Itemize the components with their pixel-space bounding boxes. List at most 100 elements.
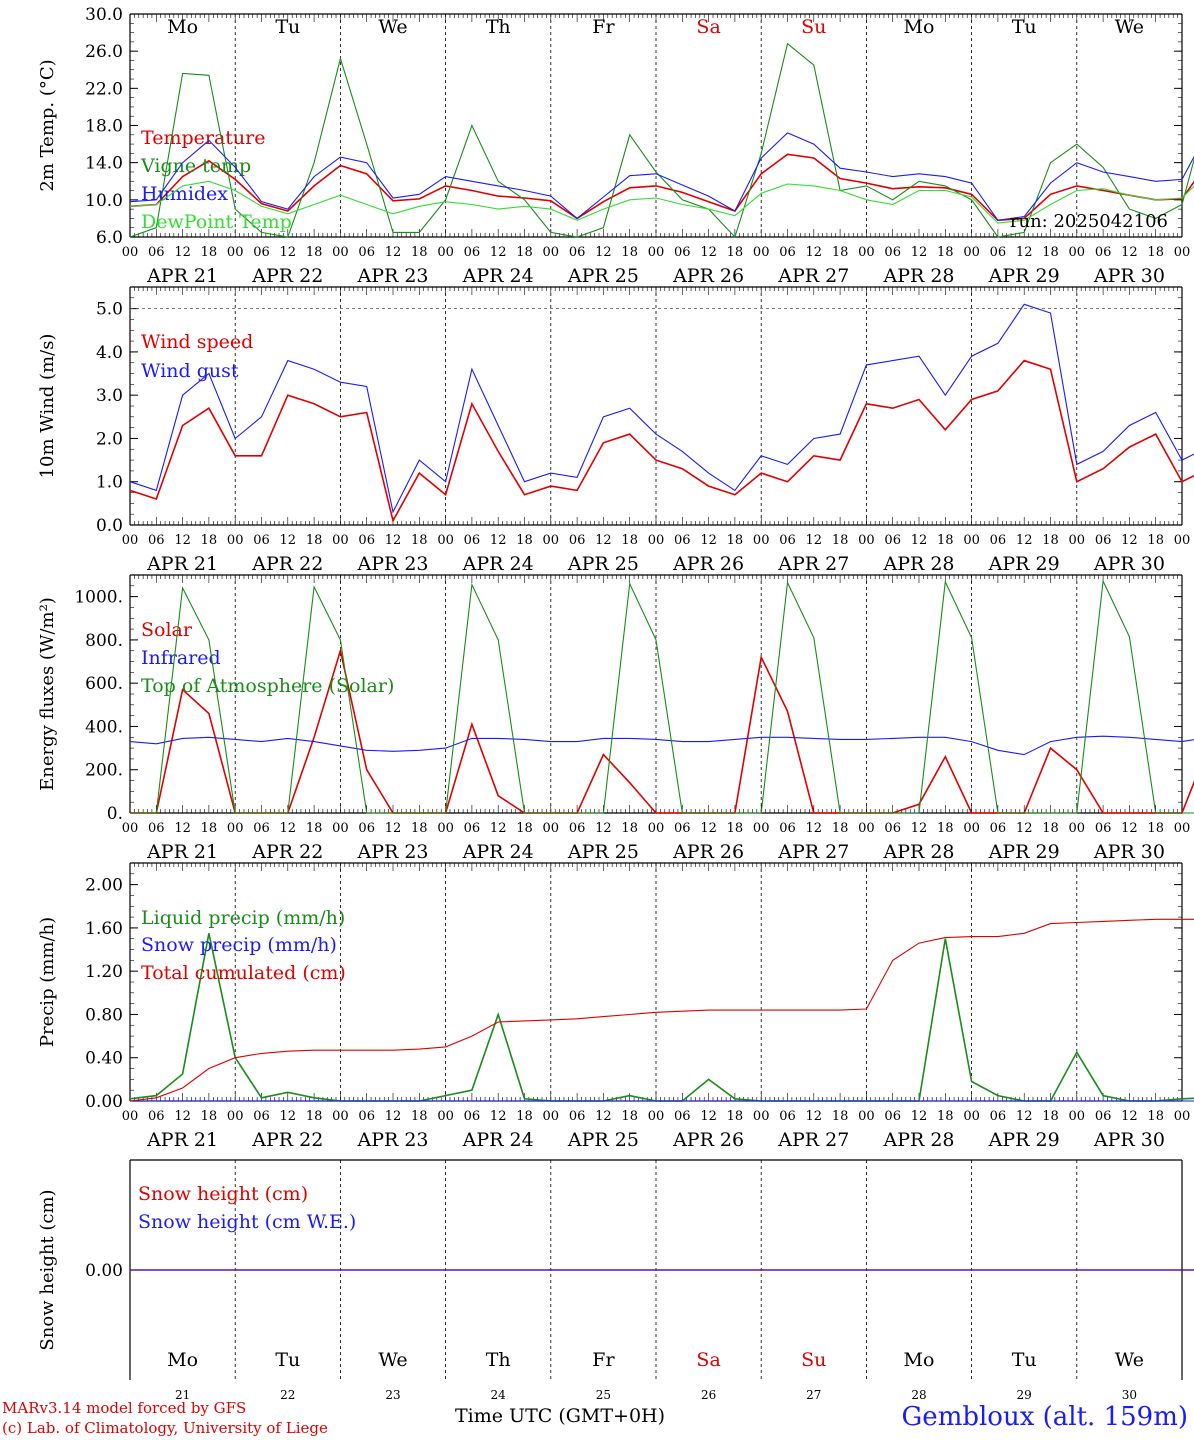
bottom-date-label: 30 (1122, 1388, 1137, 1402)
y-tick-label: 6.0 (96, 228, 123, 248)
hour-tick-label: 06 (674, 533, 691, 548)
hour-tick-label: 06 (884, 1109, 901, 1124)
hour-tick-label: 18 (621, 245, 638, 260)
hour-tick-label: 12 (700, 821, 717, 836)
panel-1: 00 06 12 18 APR 21 00 06 12 18 APR 22 00 06 12 18 APR … (37, 5, 1194, 287)
y-axis-label: Snow height (cm) (37, 1189, 58, 1350)
station-name: Gembloux (alt. 159m) (901, 1402, 1188, 1432)
hour-tick-label: 00 (1069, 533, 1086, 548)
hour-tick-label: 18 (411, 821, 428, 836)
y-tick-label: 1.20 (85, 962, 123, 982)
date-label: APR 30 (1093, 265, 1165, 287)
weekday-label-bottom: Tu (1012, 1349, 1037, 1371)
date-label: APR 26 (672, 841, 744, 863)
legend-entry: Vigne temp (140, 155, 251, 177)
weekday-label-bottom: Mo (167, 1349, 198, 1371)
date-label: APR 27 (777, 1129, 849, 1151)
hour-tick-label: 18 (1042, 245, 1059, 260)
hour-tick-label: 18 (832, 245, 849, 260)
y-axis-label: 10m Wind (m/s) (37, 334, 58, 479)
date-label: APR 22 (251, 841, 323, 863)
y-tick-label: 0.00 (85, 1261, 123, 1281)
y-axis-label: Precip (mm/h) (37, 917, 58, 1047)
hour-tick-label: 12 (174, 245, 191, 260)
hour-tick-label: 00 (332, 1109, 349, 1124)
hour-tick-label: 18 (411, 533, 428, 548)
hour-tick-label: 18 (832, 821, 849, 836)
hour-tick-label: 18 (1042, 1109, 1059, 1124)
hour-tick-label: 18 (516, 821, 533, 836)
hour-tick-label: 06 (990, 821, 1007, 836)
hour-tick-label: 06 (674, 1109, 691, 1124)
legend-entry: Wind gust (141, 360, 239, 382)
hour-tick-label: 00 (227, 1109, 244, 1124)
date-label: APR 28 (882, 841, 954, 863)
date-label: APR 25 (567, 1129, 639, 1151)
weekday-label-top: Mo (167, 16, 198, 38)
hour-tick-label: 06 (253, 821, 270, 836)
hour-tick-label: 00 (1174, 821, 1191, 836)
date-label: APR 22 (251, 553, 323, 575)
date-label: APR 30 (1093, 1129, 1165, 1151)
hour-tick-label: 18 (1147, 1109, 1164, 1124)
hour-tick-label: 12 (700, 245, 717, 260)
legend-entry: Humidex (141, 183, 228, 205)
bottom-date-label: 22 (280, 1388, 295, 1402)
hour-tick-label: 18 (1147, 245, 1164, 260)
hour-tick-label: 12 (280, 533, 297, 548)
legend-entry: Snow precip (mm/h) (141, 934, 337, 956)
weekday-label-top: We (378, 16, 407, 38)
hour-tick-label: 06 (569, 245, 586, 260)
y-tick-label: 14.0 (85, 154, 123, 174)
date-label: APR 21 (146, 553, 218, 575)
y-tick-label: 0.00 (85, 1092, 123, 1112)
date-label: APR 29 (988, 553, 1060, 575)
hour-tick-label: 00 (543, 533, 560, 548)
date-label: APR 21 (146, 265, 218, 287)
hour-tick-label: 12 (595, 821, 612, 836)
hour-tick-label: 00 (332, 821, 349, 836)
date-label: APR 23 (356, 553, 428, 575)
hour-tick-label: 18 (727, 821, 744, 836)
series-line-1 (129, 933, 1194, 1102)
weekday-label-bottom: Fr (592, 1349, 615, 1371)
date-label: APR 24 (462, 841, 534, 863)
legend-entry: Top of Atmosphere (Solar) (141, 675, 394, 697)
panel-2: 00 06 12 18 APR 21 00 06 12 18 APR 22 00 06 12 18 APR … (37, 286, 1194, 575)
panel-5: 0.00 Snow height (cm) Snow height (cm) Snow… (37, 1159, 1194, 1380)
hour-tick-label: 06 (1095, 1109, 1112, 1124)
hour-tick-label: 06 (464, 1109, 481, 1124)
hour-tick-label: 06 (464, 821, 481, 836)
hour-tick-label: 00 (858, 245, 875, 260)
hour-tick-label: 12 (280, 245, 297, 260)
hour-tick-label: 00 (332, 245, 349, 260)
y-tick-label: 1.60 (85, 919, 123, 939)
weekday-label-bottom: Tu (275, 1349, 300, 1371)
date-label: APR 23 (356, 265, 428, 287)
hour-tick-label: 12 (174, 1109, 191, 1124)
hour-tick-label: 12 (806, 821, 823, 836)
y-tick-label: 18.0 (85, 117, 123, 137)
hour-tick-label: 00 (858, 821, 875, 836)
hour-tick-label: 06 (569, 533, 586, 548)
hour-tick-label: 18 (411, 245, 428, 260)
hour-tick-label: 06 (148, 1109, 165, 1124)
date-label: APR 26 (672, 553, 744, 575)
date-label: APR 23 (356, 1129, 428, 1151)
hour-tick-label: 06 (148, 245, 165, 260)
y-tick-label: 200. (85, 761, 123, 781)
date-label: APR 26 (672, 265, 744, 287)
hour-tick-label: 06 (253, 1109, 270, 1124)
weekday-label-top: Th (486, 16, 511, 38)
hour-tick-label: 00 (122, 1109, 139, 1124)
hour-tick-label: 18 (1147, 821, 1164, 836)
weekday-label-bottom: Mo (904, 1349, 935, 1371)
y-axis-label: Energy fluxes (W/m²) (37, 597, 58, 791)
hour-tick-label: 12 (490, 1109, 507, 1124)
hour-tick-label: 12 (1121, 821, 1138, 836)
legend-entry: Snow height (cm W.E.) (138, 1211, 356, 1233)
date-label: APR 25 (567, 841, 639, 863)
legend-entry: Solar (141, 619, 193, 641)
hour-tick-label: 00 (437, 533, 454, 548)
